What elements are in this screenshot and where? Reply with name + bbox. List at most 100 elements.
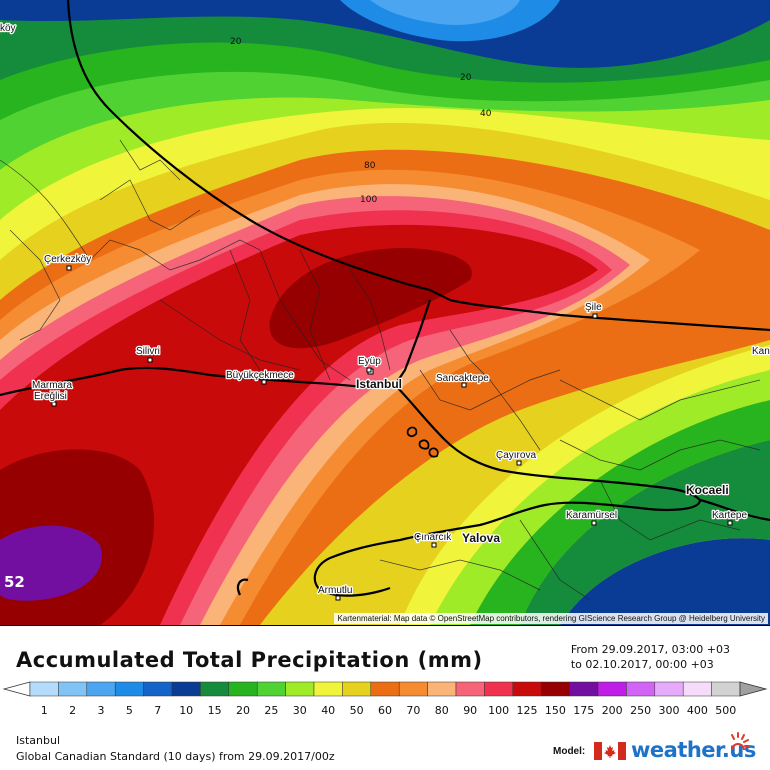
city-label-edge-east[interactable]: Kan: [751, 345, 770, 359]
contour-label: 40: [480, 109, 492, 119]
legend-swatch: [682, 681, 712, 697]
legend-swatch: [484, 681, 514, 697]
legend-tick-label: 80: [435, 704, 449, 717]
band-30-south: [430, 370, 770, 625]
band-10-south: [560, 538, 770, 625]
city-label-sancaktepe[interactable]: Sancaktepe: [435, 372, 491, 386]
legend-swatch: [540, 681, 570, 697]
map-attribution: Kartenmaterial: Map data © OpenStreetMap…: [334, 613, 768, 624]
city-marker-eyup: [366, 367, 372, 373]
legend-swatch: [455, 681, 485, 697]
city-marker-cerkezkoy: [66, 265, 72, 271]
legend-swatch: [654, 681, 684, 697]
city-marker-cayirova: [516, 460, 522, 466]
brand-logo[interactable]: weather.us: [631, 738, 756, 762]
legend-tick-label: 7: [154, 704, 161, 717]
legend-swatch: [370, 681, 400, 697]
legend-swatch: [313, 681, 343, 697]
legend-swatch: [228, 681, 258, 697]
legend-swatch: [86, 681, 116, 697]
city-marker-buyukcekmece: [261, 379, 267, 385]
legend-tick-label: 60: [378, 704, 392, 717]
precipitation-map[interactable]: 20 20 40 80 100 52 Istanbul Eyüp Büyükçe…: [0, 0, 770, 626]
color-legend: 1 2 3 5 7 10 15 20 25 30 40 50 60 70 80 90 100 125 150 175 2…: [0, 678, 770, 728]
legend-tick-label: 100: [488, 704, 509, 717]
city-label-cayirova[interactable]: Çayırova: [495, 449, 538, 463]
city-marker-sancaktepe: [461, 382, 467, 388]
city-label-eregli[interactable]: Ereğlisi: [33, 390, 68, 404]
map-canvas: 20 20 40 80 100 52 Istanbul Eyüp Büyükçe…: [0, 0, 770, 625]
legend-swatch: [200, 681, 230, 697]
city-label-istanbul[interactable]: Istanbul: [355, 376, 404, 393]
legend-tick-label: 20: [236, 704, 250, 717]
legend-tick-label: 15: [208, 704, 222, 717]
legend-tick-label: 50: [350, 704, 364, 717]
legend-swatch: [58, 681, 88, 697]
legend-swatch: [512, 681, 542, 697]
legend-tick-label: 30: [293, 704, 307, 717]
legend-tick-label: 2: [69, 704, 76, 717]
legend-tick-label: 175: [573, 704, 594, 717]
city-label-cerkezkoy[interactable]: Çerkezköy: [43, 253, 93, 267]
legend-swatch: [427, 681, 457, 697]
band-3: [370, 0, 520, 25]
city-label-edge-northwest[interactable]: köy: [0, 22, 17, 36]
city-label-marmara[interactable]: Marmara: [31, 379, 74, 393]
legend-swatch: [285, 681, 315, 697]
legend-tick-label: 5: [126, 704, 133, 717]
contour-label: 80: [364, 161, 376, 171]
city-label-kartepe[interactable]: Kartepe: [711, 509, 749, 523]
city-markers: Istanbul Eyüp Büyükçekmece Silivri Marma…: [0, 22, 770, 601]
city-label-sile[interactable]: Şile: [584, 301, 604, 315]
city-label-yalova[interactable]: Yalova: [461, 530, 502, 547]
islands: [406, 426, 439, 458]
district-boundaries: [0, 139, 761, 601]
legend-tick-label: 300: [659, 704, 680, 717]
band-40-south: [400, 345, 770, 625]
legend-swatch: [711, 681, 741, 697]
legend-swatch: [597, 681, 627, 697]
canada-flag-icon: [594, 742, 626, 760]
legend-swatch: [114, 681, 144, 697]
legend-swatch: [143, 681, 173, 697]
city-marker-eregli: [51, 401, 57, 407]
sun-logo-icon: [731, 732, 750, 751]
map-title: Accumulated Total Precipitation (mm): [16, 648, 483, 672]
legend-tick-label: 3: [98, 704, 105, 717]
legend-tick-label: 125: [517, 704, 538, 717]
city-label-eyup[interactable]: Eyüp: [357, 355, 383, 369]
precipitation-contours: [0, 0, 770, 625]
legend-swatch: [569, 681, 599, 697]
legend-tick-label: 200: [602, 704, 623, 717]
city-label-karamursel[interactable]: Karamürsel: [565, 509, 619, 523]
city-marker-kartepe: [727, 520, 733, 526]
city-marker-sile: [592, 313, 598, 319]
legend-tick-label: 500: [715, 704, 736, 717]
location-name: Istanbul: [16, 734, 61, 747]
city-marker-silivri: [147, 357, 153, 363]
contour-label: 100: [360, 195, 377, 205]
band-150-north: [269, 248, 472, 349]
legend-scale: 1 2 3 5 7 10 15 20 25 30 40 50 60 70 80 90 100 125 150 175 2…: [2, 681, 768, 717]
city-label-cinarcik[interactable]: Çınarcık: [413, 531, 454, 545]
legend-tick-label: 90: [463, 704, 477, 717]
legend-tick-label: 1: [41, 704, 48, 717]
city-label-armutlu[interactable]: Armutlu: [317, 584, 354, 598]
legend-tick-label: 250: [630, 704, 651, 717]
city-label-kocaeli[interactable]: Kocaeli: [685, 482, 730, 499]
map-footer: Accumulated Total Precipitation (mm) Fro…: [0, 626, 770, 770]
legend-swatch: [29, 681, 59, 697]
model-run-info: Global Canadian Standard (10 days) from …: [16, 750, 335, 763]
legend-swatch: [626, 681, 656, 697]
legend-swatch: [256, 681, 286, 697]
legend-tick-label: 40: [321, 704, 335, 717]
contour-label: 20: [230, 37, 242, 47]
city-label-buyukcekmece[interactable]: Büyükçekmece: [225, 369, 296, 383]
legend-swatch: [171, 681, 201, 697]
legend-tick-label: 25: [264, 704, 278, 717]
city-label-silivri[interactable]: Silivri: [135, 345, 161, 359]
period-from: From 29.09.2017, 03:00 +03: [570, 643, 730, 656]
max-value-label: 52: [4, 573, 25, 591]
model-label: Model:: [553, 746, 586, 757]
legend-tick-label: 10: [179, 704, 193, 717]
